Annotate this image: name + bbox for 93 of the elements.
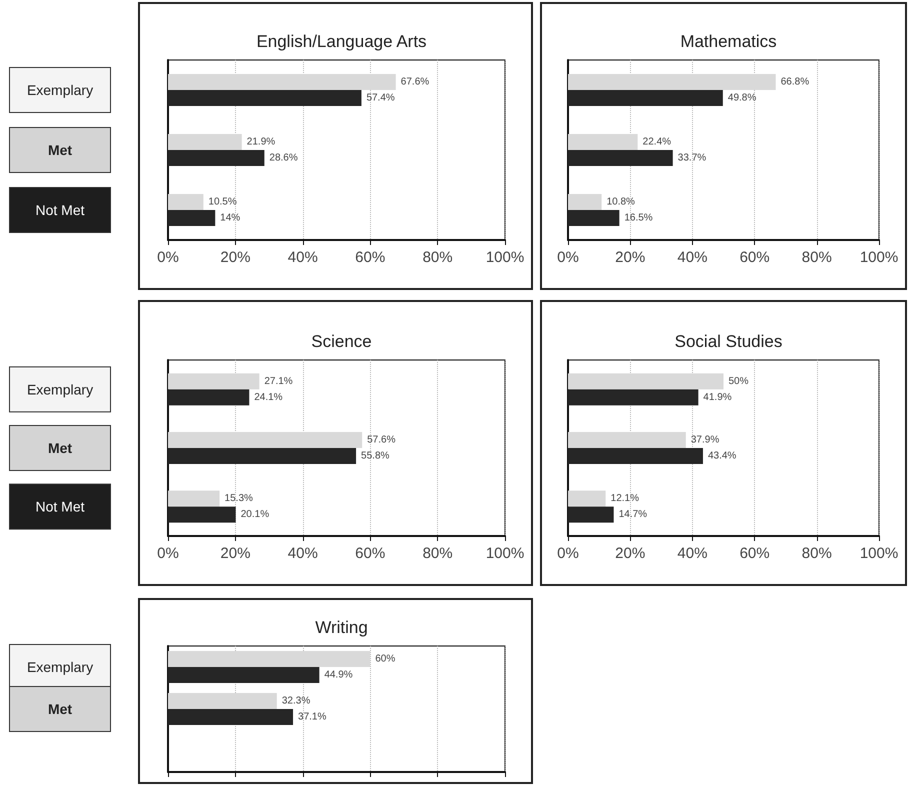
x-tick-label: 80% [422, 249, 453, 266]
bar [568, 448, 703, 464]
data-label: 22.4% [642, 136, 672, 148]
data-label: 57.6% [367, 434, 396, 446]
chart-title: English/Language Arts [256, 32, 427, 51]
bar [168, 134, 242, 150]
y-tick-label: Exemplary [26, 82, 94, 98]
y-tick-label: Exemplary [26, 659, 94, 675]
data-label: 43.4% [708, 450, 736, 462]
x-tick-label: 100% [486, 249, 524, 266]
data-label: 50% [728, 376, 749, 387]
chart-title: Writing [315, 618, 368, 637]
data-label: 44.9% [324, 670, 353, 680]
bar [168, 651, 370, 667]
x-tick-label: 0% [557, 249, 579, 266]
data-label: 66.8% [780, 76, 810, 88]
x-tick-label: 60% [355, 545, 386, 562]
data-label: 14% [220, 212, 240, 224]
data-label: 37.9% [690, 434, 720, 446]
x-tick-label: 100% [860, 249, 898, 266]
bar [168, 432, 362, 448]
data-label: 41.9% [703, 392, 732, 403]
bar [168, 693, 277, 709]
bar [168, 90, 362, 106]
x-tick-label: 80% [802, 545, 832, 562]
data-label: 10.5% [208, 196, 237, 208]
bar [168, 194, 204, 210]
y-tick-label: Not Met [35, 498, 85, 515]
bar [568, 90, 723, 106]
data-label: 20.1% [240, 509, 270, 520]
data-label: 14.7% [618, 509, 648, 520]
x-tick-label: 40% [288, 545, 318, 562]
y-tick-label: Exemplary [26, 381, 94, 398]
data-label: 37.1% [298, 712, 326, 722]
x-tick-label: 20% [615, 545, 646, 562]
data-label: 16.5% [624, 212, 653, 224]
y-tick-label: Met [48, 701, 72, 717]
bar [568, 506, 614, 523]
bar [568, 134, 638, 150]
x-tick-label: 0% [157, 545, 179, 562]
x-tick-label: 100% [486, 545, 524, 562]
x-tick-label: 60% [740, 249, 770, 266]
x-tick-label: 20% [220, 249, 250, 266]
data-label: 27.1% [264, 376, 293, 387]
data-label: 67.6% [400, 76, 430, 88]
bar [568, 194, 602, 210]
y-tick-label: Not Met [35, 202, 85, 218]
bar [168, 74, 396, 90]
data-label: 33.7% [678, 152, 706, 164]
data-label: 32.3% [282, 696, 310, 706]
x-tick-label: 40% [677, 249, 708, 266]
bar [568, 389, 698, 406]
x-tick-label: 40% [288, 249, 318, 266]
bar [568, 74, 776, 90]
bar [168, 389, 250, 406]
bar [168, 448, 356, 464]
data-label: 24.1% [254, 392, 283, 403]
x-tick-label: 80% [802, 249, 832, 266]
x-tick-label: 0% [557, 545, 579, 562]
bar [168, 210, 216, 226]
data-label: 10.8% [606, 196, 636, 208]
x-tick-label: 40% [677, 545, 708, 562]
x-tick-label: 20% [615, 249, 646, 266]
data-label: 57.4% [366, 92, 395, 104]
bar [168, 490, 220, 507]
chart-title: Mathematics [680, 32, 777, 51]
bar [568, 490, 606, 507]
bar [568, 432, 686, 448]
bar [168, 506, 236, 523]
y-tick-label: Met [48, 142, 72, 158]
bar [168, 709, 294, 725]
data-label: 12.1% [610, 493, 640, 504]
x-tick-label: 20% [220, 545, 250, 562]
bar [168, 373, 260, 390]
bar [168, 667, 320, 683]
chart-title: Social Studies [674, 332, 782, 351]
data-label: 21.9% [246, 136, 276, 148]
data-label: 28.6% [269, 152, 298, 164]
x-tick-label: 60% [355, 249, 386, 266]
data-label: 55.8% [361, 450, 390, 462]
data-label: 49.8% [728, 92, 756, 104]
bar [568, 210, 620, 226]
bar [168, 150, 264, 166]
y-tick-label: Met [48, 440, 72, 456]
x-tick-label: 100% [860, 545, 898, 562]
data-label: 60% [375, 654, 396, 664]
x-tick-label: 80% [422, 545, 453, 562]
chart-title: Science [311, 332, 372, 351]
x-tick-label: 60% [740, 545, 770, 562]
bar [568, 373, 724, 390]
bar [568, 150, 673, 166]
data-label: 15.3% [224, 493, 254, 504]
x-tick-label: 0% [157, 249, 179, 266]
